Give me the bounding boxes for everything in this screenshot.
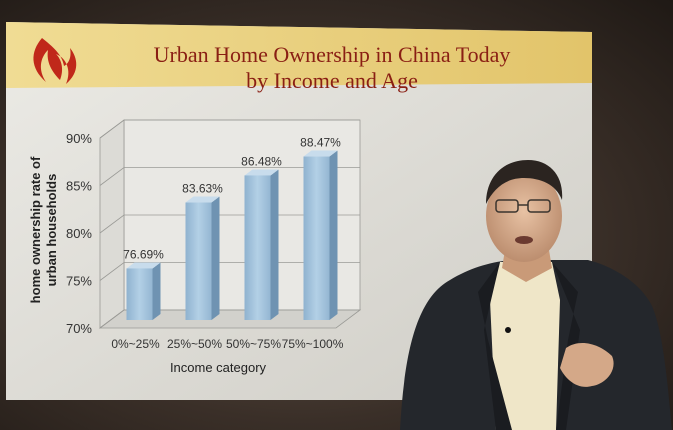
bar-side <box>270 169 279 320</box>
bar-side <box>152 262 161 320</box>
bar-side <box>329 150 338 320</box>
bar <box>185 202 212 320</box>
bar <box>126 268 153 320</box>
slide-title-line1: Urban Home Ownership in China Today <box>154 42 511 67</box>
data-label: 88.47% <box>300 136 341 150</box>
y-tick-label: 85% <box>66 179 92 194</box>
gridline <box>99 167 360 186</box>
data-label: 76.69% <box>123 247 164 261</box>
bar-top <box>303 150 338 157</box>
bar-top <box>185 196 220 203</box>
gridline <box>99 309 360 329</box>
x-tick-label: 50%~75% <box>226 337 281 351</box>
gridline <box>99 214 360 234</box>
bar <box>303 156 330 320</box>
bar-top <box>126 262 161 269</box>
presenter-man-icon <box>400 160 672 430</box>
gridline <box>99 262 360 281</box>
x-tick-label: 0%~25% <box>111 337 160 351</box>
bar-chart: 70% 75% 80% 85% 90% 76.69% 0%~25% 83.63% 25%~50%… <box>28 119 362 375</box>
x-tick-label: 25%~50% <box>167 337 222 351</box>
bar-top <box>244 169 279 176</box>
title-band <box>6 22 592 88</box>
y-axis-title-line2: urban households <box>44 174 59 287</box>
slide-title-line2: by Income and Age <box>246 68 418 93</box>
y-axis-title-line1: home ownership rate of <box>28 156 43 303</box>
x-tick-label: 75%~100% <box>282 337 344 351</box>
flame-logo-icon <box>33 38 77 84</box>
bar-side <box>211 196 220 320</box>
y-tick-label: 75% <box>66 274 92 289</box>
x-axis-title: Income category <box>170 360 267 375</box>
y-tick-label: 90% <box>66 131 92 146</box>
y-tick-label: 80% <box>66 226 92 241</box>
data-label: 83.63% <box>182 182 223 196</box>
data-label: 86.48% <box>241 154 282 168</box>
y-tick-label: 70% <box>66 321 92 336</box>
bar <box>244 175 271 320</box>
gridline <box>99 119 360 139</box>
